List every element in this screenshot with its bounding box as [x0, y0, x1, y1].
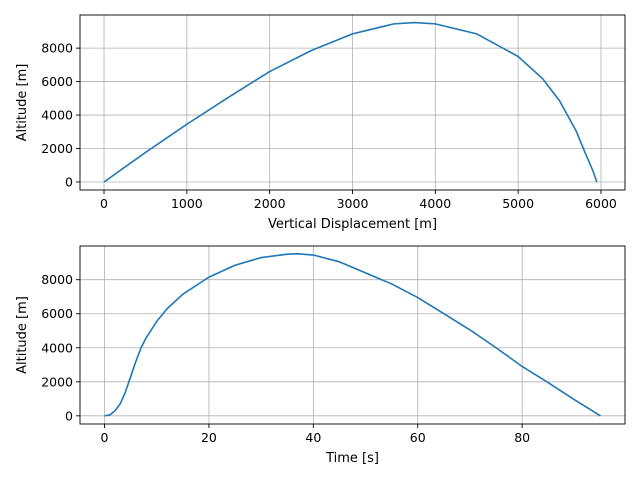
- series-line: [104, 253, 601, 417]
- x-tick-label: 5000: [502, 196, 534, 211]
- axes-frame: [79, 245, 626, 425]
- trajectory-plot: 0 1000 2000 3000 4000 5000 6000 0 2000 4000 6000 80…: [15, 14, 626, 232]
- series-line: [103, 21, 598, 183]
- x-axis-label: Vertical Displacement [m]: [268, 217, 437, 232]
- y-axis-label: Altitude [m]: [15, 296, 30, 374]
- x-tick-label: 0: [100, 196, 108, 211]
- y-tick-label: 4000: [41, 108, 73, 123]
- x-tick-label: 80: [514, 430, 530, 445]
- y-tick-label: 2000: [41, 374, 73, 389]
- y-tick-label: 6000: [41, 306, 73, 321]
- x-tick-label: 20: [201, 430, 217, 445]
- y-axis-label: Altitude [m]: [15, 64, 30, 142]
- y-tick-label: 4000: [41, 340, 73, 355]
- y-tick-label: 8000: [41, 272, 73, 287]
- y-tick-label: 0: [65, 408, 73, 423]
- x-tick-label: 60: [410, 430, 426, 445]
- x-tick-label: 0: [101, 430, 109, 445]
- x-tick-label: 1000: [171, 196, 203, 211]
- x-tick-label: 40: [305, 430, 321, 445]
- x-tick-label: 2000: [254, 196, 286, 211]
- altitude-time-plot: 0 20 40 60 80 0 2000 4000 6000 8000 Time [s] Altitu…: [15, 245, 626, 466]
- x-tick-label: 3000: [337, 196, 369, 211]
- y-tick-label: 2000: [41, 141, 73, 156]
- y-tick-label: 0: [65, 174, 73, 189]
- x-axis-label: Time [s]: [325, 451, 379, 466]
- y-tick-label: 8000: [41, 41, 73, 56]
- x-tick-label: 4000: [419, 196, 451, 211]
- y-tick-label: 6000: [41, 74, 73, 89]
- x-tick-label: 6000: [585, 196, 617, 211]
